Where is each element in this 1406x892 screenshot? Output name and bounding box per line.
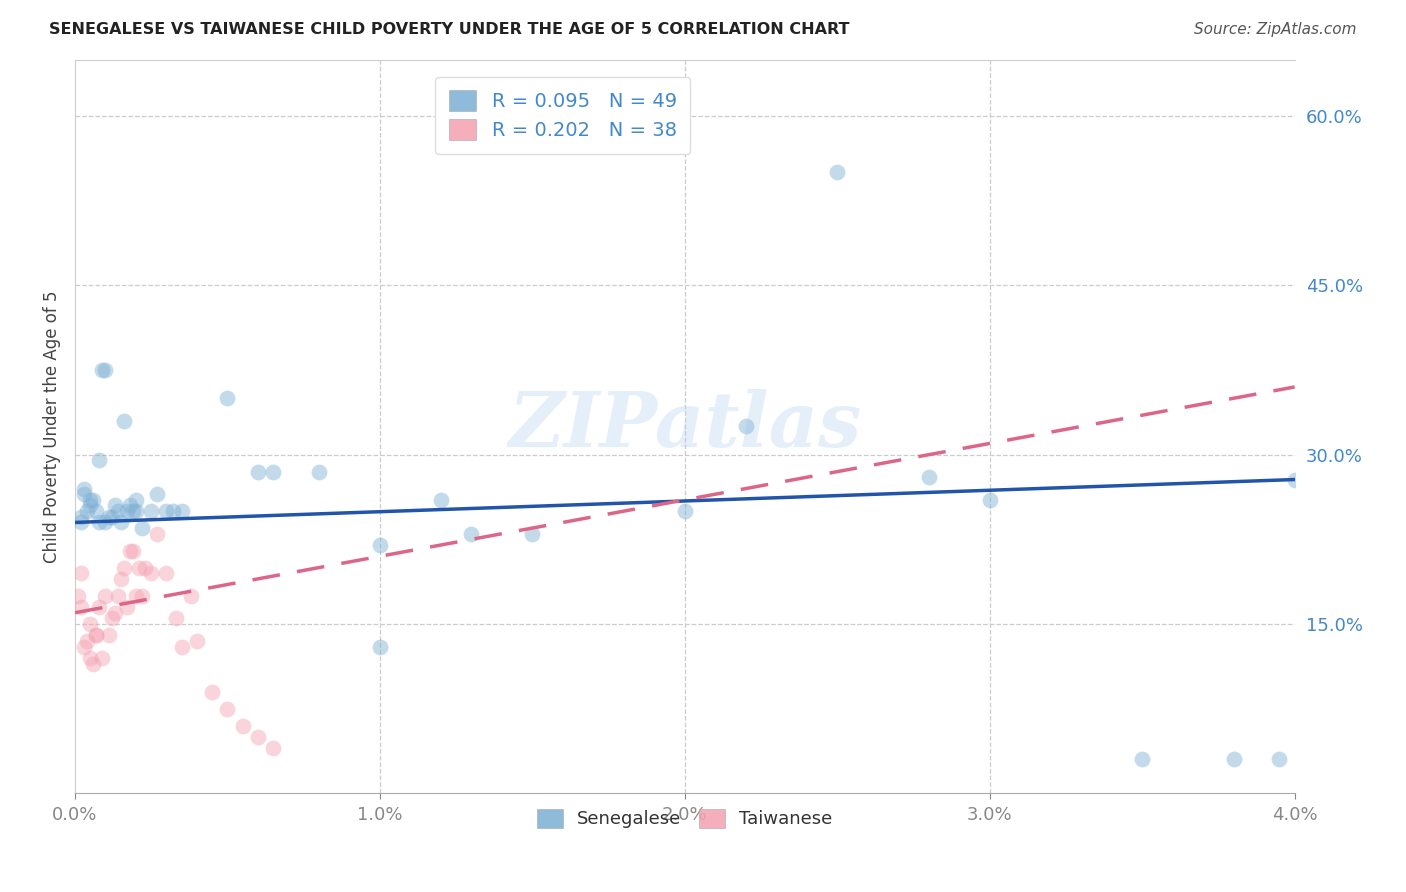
Point <box>76 634 98 648</box>
Point <box>170 504 193 518</box>
Point <box>91 651 114 665</box>
Point <box>827 165 849 179</box>
Point <box>104 606 127 620</box>
Point <box>246 730 269 744</box>
Point <box>217 701 239 715</box>
Point <box>100 509 122 524</box>
Y-axis label: Child Poverty Under the Age of 5: Child Poverty Under the Age of 5 <box>44 290 60 563</box>
Point <box>89 600 111 615</box>
Point <box>97 628 120 642</box>
Point <box>97 509 120 524</box>
Text: Source: ZipAtlas.com: Source: ZipAtlas.com <box>1194 22 1357 37</box>
Point <box>86 504 108 518</box>
Point <box>70 600 93 615</box>
Point <box>110 516 132 530</box>
Point <box>146 487 169 501</box>
Point <box>94 516 117 530</box>
Point <box>125 492 148 507</box>
Point <box>232 718 254 732</box>
Point <box>118 499 141 513</box>
Point <box>125 504 148 518</box>
Point <box>107 504 129 518</box>
Point <box>70 566 93 581</box>
Point <box>368 640 391 654</box>
Point <box>86 628 108 642</box>
Point <box>131 521 153 535</box>
Point <box>1268 752 1291 766</box>
Text: SENEGALESE VS TAIWANESE CHILD POVERTY UNDER THE AGE OF 5 CORRELATION CHART: SENEGALESE VS TAIWANESE CHILD POVERTY UN… <box>49 22 849 37</box>
Point <box>262 741 284 756</box>
Point <box>82 492 104 507</box>
Point <box>100 611 122 625</box>
Point <box>70 509 93 524</box>
Point <box>201 685 224 699</box>
Point <box>115 600 138 615</box>
Point <box>217 391 239 405</box>
Point <box>162 504 184 518</box>
Point <box>522 526 544 541</box>
Point <box>70 516 93 530</box>
Point <box>107 589 129 603</box>
Point <box>122 504 145 518</box>
Point <box>131 589 153 603</box>
Point <box>79 617 101 632</box>
Point <box>246 465 269 479</box>
Point <box>73 487 96 501</box>
Point <box>104 499 127 513</box>
Point <box>73 482 96 496</box>
Point <box>430 492 453 507</box>
Point <box>115 504 138 518</box>
Point <box>734 419 756 434</box>
Point <box>308 465 330 479</box>
Point <box>460 526 482 541</box>
Point <box>125 589 148 603</box>
Point <box>89 516 111 530</box>
Point <box>180 589 202 603</box>
Point <box>918 470 941 484</box>
Point <box>79 499 101 513</box>
Point <box>76 504 98 518</box>
Point <box>1222 752 1244 766</box>
Point <box>134 560 156 574</box>
Point <box>110 572 132 586</box>
Point <box>86 628 108 642</box>
Point <box>79 651 101 665</box>
Legend: Senegalese, Taiwanese: Senegalese, Taiwanese <box>530 801 839 836</box>
Point <box>89 453 111 467</box>
Point <box>1284 473 1306 487</box>
Point <box>79 492 101 507</box>
Point <box>368 538 391 552</box>
Point <box>262 465 284 479</box>
Point <box>141 566 163 581</box>
Point <box>73 640 96 654</box>
Point <box>91 363 114 377</box>
Point <box>112 414 135 428</box>
Point <box>170 640 193 654</box>
Point <box>146 526 169 541</box>
Point <box>979 492 1001 507</box>
Point <box>155 566 177 581</box>
Point <box>94 363 117 377</box>
Point <box>82 657 104 671</box>
Point <box>122 543 145 558</box>
Point <box>112 560 135 574</box>
Point <box>186 634 208 648</box>
Point <box>128 560 150 574</box>
Point <box>141 504 163 518</box>
Point <box>94 589 117 603</box>
Point <box>673 504 696 518</box>
Point <box>155 504 177 518</box>
Point <box>1130 752 1153 766</box>
Point <box>118 543 141 558</box>
Text: ZIPatlas: ZIPatlas <box>508 390 862 464</box>
Point <box>165 611 187 625</box>
Point <box>67 589 90 603</box>
